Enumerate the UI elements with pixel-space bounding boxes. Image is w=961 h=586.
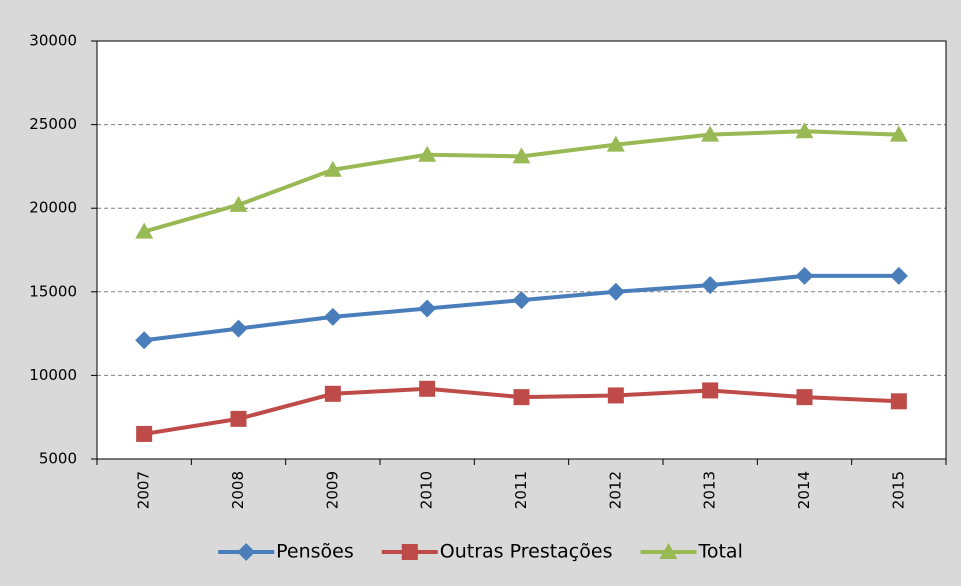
marker [513, 389, 530, 406]
marker [795, 122, 814, 139]
marker [418, 299, 437, 318]
marker [323, 160, 342, 177]
marker [701, 276, 720, 295]
marker [419, 380, 436, 397]
y-tick-label: 25000 [29, 115, 77, 133]
marker [135, 222, 154, 239]
marker [890, 393, 907, 410]
marker [237, 543, 256, 561]
marker [136, 425, 153, 442]
x-tick-label: 2015 [889, 471, 907, 509]
x-tick-label: 2012 [606, 471, 624, 509]
marker [659, 543, 678, 559]
marker [606, 135, 625, 152]
marker [230, 410, 247, 427]
marker [796, 389, 813, 406]
marker [418, 145, 437, 162]
y-tick-label: 5000 [39, 450, 77, 468]
x-tick-label: 2009 [323, 471, 341, 509]
y-tick-label: 10000 [29, 366, 77, 384]
marker [889, 125, 908, 142]
x-tick-label: 2010 [418, 471, 436, 509]
marker [701, 125, 720, 142]
marker [512, 291, 531, 310]
marker [889, 266, 908, 285]
x-tick-label: 2014 [795, 471, 813, 509]
marker [512, 147, 531, 164]
plot-border [96, 40, 947, 460]
marker [401, 544, 418, 560]
marker [229, 319, 248, 338]
x-tick-label: 2007 [135, 471, 153, 509]
legend: Pensões Outras Prestações Total [218, 541, 743, 563]
legend-label: Pensões [276, 541, 354, 563]
marker [606, 282, 625, 301]
marker [324, 385, 341, 402]
marker [323, 307, 342, 326]
marker [795, 266, 814, 285]
x-tick-label: 2011 [512, 471, 530, 509]
marker [702, 382, 719, 399]
y-tick-label: 15000 [29, 282, 77, 300]
marker [229, 195, 248, 212]
y-tick-label: 20000 [29, 199, 77, 217]
legend-label: Outras Prestações [440, 541, 613, 563]
marker [135, 331, 154, 350]
y-tick-label: 30000 [29, 32, 77, 50]
x-tick-label: 2013 [701, 471, 719, 509]
legend-label: Total [697, 541, 742, 563]
x-tick-label: 2008 [229, 471, 247, 509]
marker [607, 387, 624, 404]
